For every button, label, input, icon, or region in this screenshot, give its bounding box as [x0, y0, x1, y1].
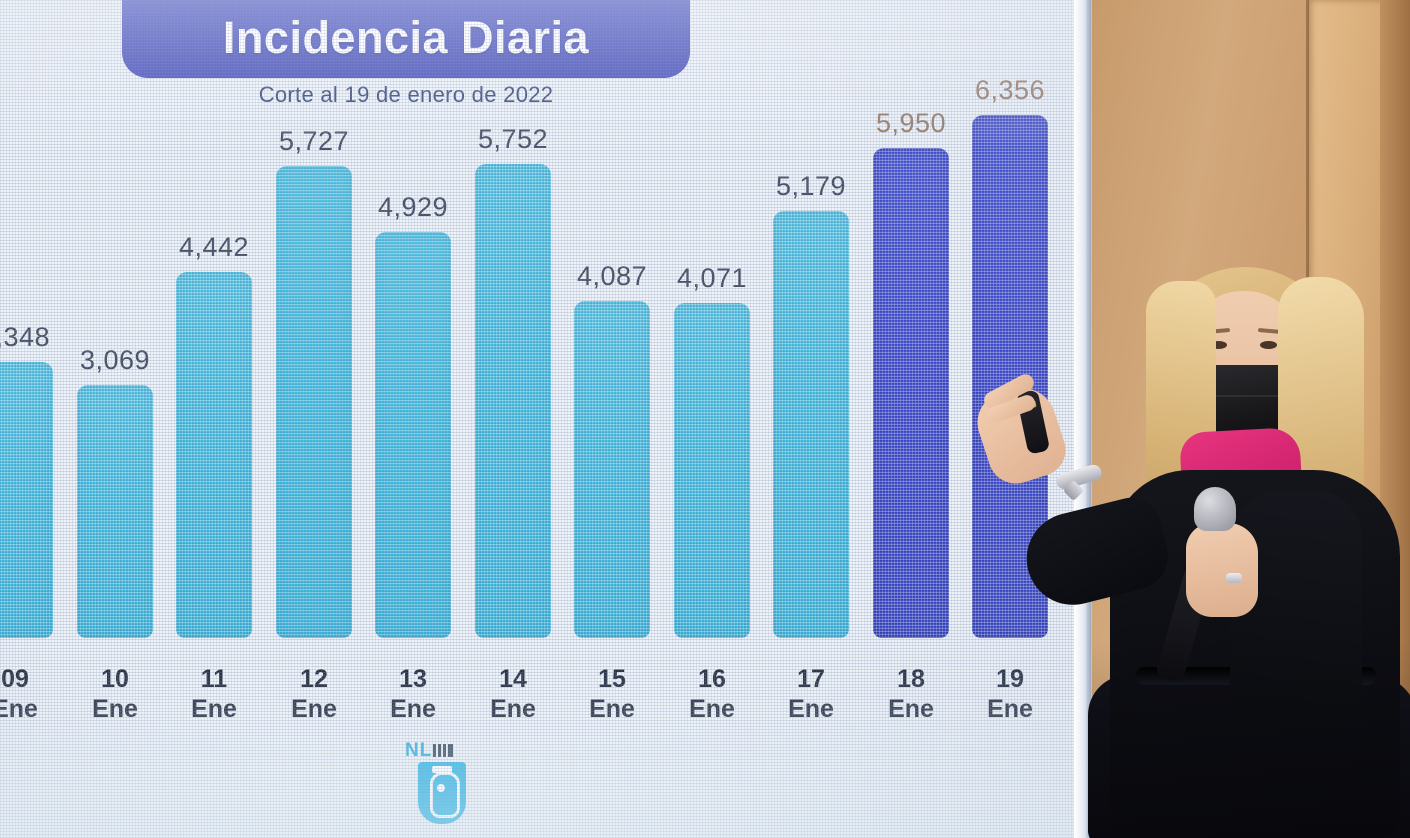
logo-wordmark: NL: [405, 740, 479, 762]
x-axis-day: 17: [797, 665, 825, 693]
bar-texture: [475, 164, 551, 638]
presenter-eye-left: [1210, 341, 1227, 349]
x-axis-month: Ene: [788, 695, 834, 723]
bar-value-label-16: 4,071: [676, 263, 748, 293]
x-axis-day: 14: [499, 665, 527, 693]
presenter: [960, 255, 1410, 838]
logo-bars-icon: [433, 744, 454, 757]
x-axis-day: 09: [1, 665, 29, 693]
bar-texture: [77, 385, 153, 638]
bar-texture: [375, 232, 451, 638]
x-axis-day: 11: [200, 665, 228, 693]
bar-value-label-10: 3,069: [79, 345, 151, 375]
x-axis-day: 10: [101, 665, 129, 693]
projection-screen: Incidencia Diaria Corte al 19 de enero d…: [0, 0, 1092, 838]
bar-10: [77, 385, 153, 638]
x-axis-label-19: 19 Ene: [950, 664, 1070, 724]
nuevo-leon-logo: NL: [405, 740, 479, 826]
logo-wordmark-text: NL: [405, 740, 433, 761]
x-axis-day: 19: [996, 665, 1024, 693]
x-axis-day: 12: [300, 665, 328, 693]
x-axis-label-12: 12 Ene: [254, 664, 374, 724]
shield-icon: [418, 762, 466, 824]
x-axis-label-13: 13 Ene: [353, 664, 473, 724]
slide-title-banner: Incidencia Diaria: [122, 0, 690, 78]
x-axis-month: Ene: [390, 695, 436, 723]
x-axis-label-15: 15 Ene: [552, 664, 672, 724]
bar-value-label-09: 3,348: [0, 322, 51, 352]
x-axis-label-16: 16 Ene: [652, 664, 772, 724]
presenter-eye-right: [1260, 341, 1277, 349]
x-axis-day: 18: [897, 665, 925, 693]
bar-value-label-17: 5,179: [775, 171, 847, 201]
x-axis-month: Ene: [291, 695, 337, 723]
x-axis-label-10: 10 Ene: [55, 664, 175, 724]
bar-18: [873, 148, 949, 638]
page-title: Incidencia Diaria: [222, 12, 590, 63]
bar-value-label-12: 5,727: [278, 126, 350, 156]
bar-12: [276, 166, 352, 638]
x-axis-label-14: 14 Ene: [453, 664, 573, 724]
bar-texture: [574, 301, 650, 638]
bar-value-label-11: 4,442: [178, 232, 250, 262]
presenter-hand-holding-mic: [1186, 523, 1258, 617]
bar-value-label-18: 5,950: [875, 108, 947, 138]
bar-value-label-15: 4,087: [576, 261, 648, 291]
bar-15: [574, 301, 650, 638]
x-axis-month: Ene: [689, 695, 735, 723]
slide-subtitle: Corte al 19 de enero de 2022: [258, 82, 554, 107]
bar-09: [0, 362, 53, 638]
screen-frame-line: [1086, 0, 1091, 838]
shield-dot-icon: [437, 784, 445, 792]
finger-ring: [1226, 573, 1242, 583]
x-axis-month: Ene: [0, 695, 38, 723]
bar-14: [475, 164, 551, 638]
bar-texture: [773, 211, 849, 638]
bar-texture: [176, 272, 252, 638]
x-axis-month: Ene: [92, 695, 138, 723]
bar-value-label-14: 5,752: [477, 124, 549, 154]
bar-texture: [0, 362, 53, 638]
crown-icon: [432, 766, 452, 773]
x-axis-label-11: 11 Ene: [154, 664, 274, 724]
bar-17: [773, 211, 849, 638]
bar-16: [674, 303, 750, 638]
x-axis-label-17: 17 Ene: [751, 664, 871, 724]
bar-11: [176, 272, 252, 638]
microphone-head: [1194, 487, 1236, 531]
x-axis-day: 15: [598, 665, 626, 693]
x-axis-month: Ene: [191, 695, 237, 723]
x-axis-month: Ene: [987, 695, 1033, 723]
x-axis-month: Ene: [888, 695, 934, 723]
x-axis-day: 16: [698, 665, 726, 693]
x-axis-label-09: 09 Ene: [0, 664, 75, 724]
bar-texture: [276, 166, 352, 638]
bar-value-label-19: 6,356: [974, 75, 1046, 105]
x-axis-month: Ene: [589, 695, 635, 723]
x-axis-day: 13: [399, 665, 427, 693]
shield-figure-icon: [430, 772, 460, 818]
x-axis-label-18: 18 Ene: [851, 664, 971, 724]
bar-texture: [674, 303, 750, 638]
face-mask-fold: [1196, 395, 1296, 397]
bar-chart: 3,34809Ene3,06910Ene4,44211Ene5,72712Ene…: [0, 75, 1070, 724]
bar-13: [375, 232, 451, 638]
x-axis-month: Ene: [490, 695, 536, 723]
bar-texture: [873, 148, 949, 638]
bar-value-label-13: 4,929: [377, 192, 449, 222]
